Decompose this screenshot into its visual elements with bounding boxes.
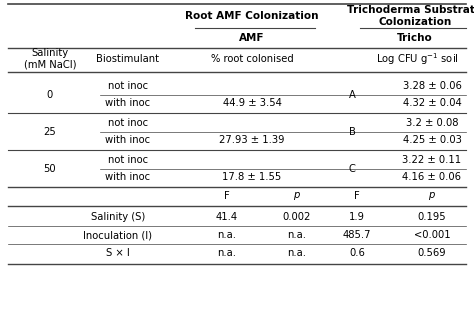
Text: AMF: AMF	[239, 33, 265, 43]
Text: % root colonised: % root colonised	[210, 54, 293, 64]
Text: 3.2 ± 0.08: 3.2 ± 0.08	[406, 118, 458, 128]
Text: n.a.: n.a.	[218, 230, 237, 240]
Text: with inoc: with inoc	[105, 172, 151, 182]
Text: Salinity (S): Salinity (S)	[91, 212, 145, 222]
Text: B: B	[348, 127, 356, 137]
Text: 50: 50	[44, 164, 56, 174]
Text: <0.001: <0.001	[414, 230, 450, 240]
Text: Inoculation (I): Inoculation (I)	[83, 230, 153, 240]
Text: not inoc: not inoc	[108, 118, 148, 128]
Text: 0.195: 0.195	[418, 212, 447, 222]
Text: n.a.: n.a.	[288, 230, 307, 240]
Text: 44.9 ± 3.54: 44.9 ± 3.54	[223, 98, 282, 108]
Text: 41.4: 41.4	[216, 212, 238, 222]
Text: 0.6: 0.6	[349, 248, 365, 258]
Text: 3.28 ± 0.06: 3.28 ± 0.06	[402, 81, 461, 91]
Text: 17.8 ± 1.55: 17.8 ± 1.55	[222, 172, 282, 182]
Text: Trichoderma Substrate
Colonization: Trichoderma Substrate Colonization	[347, 5, 474, 27]
Text: 4.16 ± 0.06: 4.16 ± 0.06	[402, 172, 462, 182]
Text: 4.32 ± 0.04: 4.32 ± 0.04	[402, 98, 461, 108]
Text: n.a.: n.a.	[288, 248, 307, 258]
Text: 25: 25	[44, 127, 56, 137]
Text: F: F	[224, 191, 230, 201]
Text: 0: 0	[47, 90, 53, 100]
Text: 4.25 ± 0.03: 4.25 ± 0.03	[402, 135, 461, 145]
Text: $p$: $p$	[293, 190, 301, 202]
Text: with inoc: with inoc	[105, 135, 151, 145]
Text: with inoc: with inoc	[105, 98, 151, 108]
Text: S × I: S × I	[106, 248, 130, 258]
Text: $p$: $p$	[428, 190, 436, 202]
Text: 0.002: 0.002	[283, 212, 311, 222]
Text: Tricho: Tricho	[397, 33, 433, 43]
Text: not inoc: not inoc	[108, 155, 148, 165]
Text: 485.7: 485.7	[343, 230, 371, 240]
Text: 27.93 ± 1.39: 27.93 ± 1.39	[219, 135, 285, 145]
Text: 3.22 ± 0.11: 3.22 ± 0.11	[402, 155, 462, 165]
Text: Log CFU g$^{-1}$ soil: Log CFU g$^{-1}$ soil	[375, 51, 458, 67]
Text: A: A	[348, 90, 356, 100]
Text: Biostimulant: Biostimulant	[97, 54, 159, 64]
Text: 1.9: 1.9	[349, 212, 365, 222]
Text: n.a.: n.a.	[218, 248, 237, 258]
Text: 0.569: 0.569	[418, 248, 447, 258]
Text: C: C	[348, 164, 356, 174]
Text: not inoc: not inoc	[108, 81, 148, 91]
Text: F: F	[354, 191, 360, 201]
Text: Salinity
(mM NaCl): Salinity (mM NaCl)	[24, 48, 76, 70]
Text: Root AMF Colonization: Root AMF Colonization	[185, 11, 319, 21]
